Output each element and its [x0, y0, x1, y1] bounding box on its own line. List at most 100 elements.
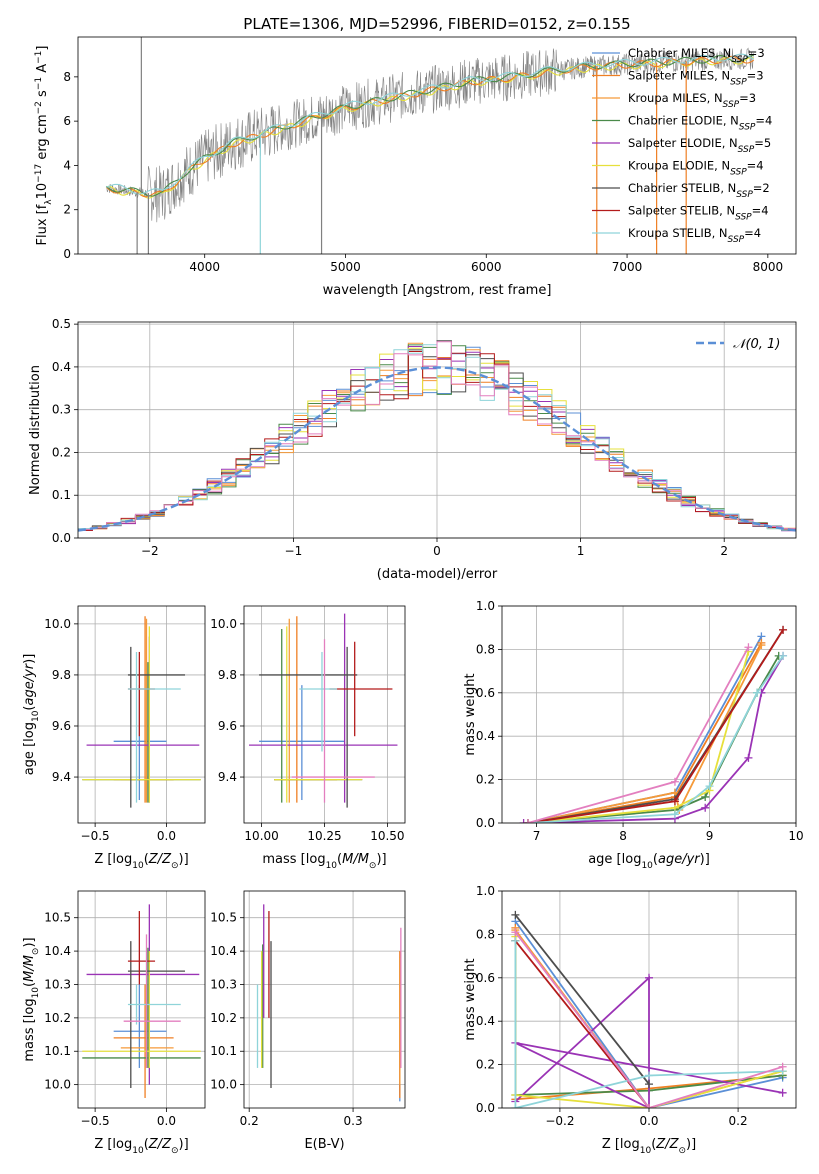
model-spectrum-line: [105, 55, 755, 198]
y-tick-label: 10.1: [210, 1044, 237, 1058]
mass-weight-marker: [670, 777, 679, 786]
y-tick-label: 0.0: [476, 1101, 495, 1115]
mass-weight-line: [514, 975, 783, 1108]
mass-weight-marker: [511, 910, 520, 919]
mass-weight-line: [514, 920, 783, 1108]
y-tick-label: 0.2: [476, 1058, 495, 1072]
legend-entry: Kroupa ELODIE, NSSP=4: [628, 159, 764, 178]
y-tick-label: 10.0: [44, 617, 71, 631]
mass-weight-marker: [523, 819, 532, 823]
legend-entry: Chabrier STELIB, NSSP=2: [628, 181, 770, 200]
x-tick-label: 5000: [330, 260, 361, 274]
axes-frame: [77, 321, 797, 539]
y-tick-label: 0.3: [52, 403, 71, 417]
axes-3: 10.00 10.25 10.50 9.4 9.6 9.8 10.0 mass [log10(…: [210, 605, 406, 871]
y-tick-label: 0.5: [52, 317, 71, 331]
y-tick-label: 0: [63, 247, 71, 261]
mass-weight-marker: [778, 1088, 787, 1097]
x-tick-label: 0.2: [240, 1114, 259, 1128]
mass-weight-marker: [511, 1104, 520, 1108]
x-tick-label: 1: [577, 544, 585, 558]
y-tick-label: 1.0: [476, 884, 495, 898]
y-axis-label: mass weight: [463, 958, 478, 1040]
legend-entry: Kroupa STELIB, NSSP=4: [628, 226, 761, 245]
y-tick-label: 0.4: [52, 360, 71, 374]
axes-5: −0.5 0.0 10.0 10.1 10.2 10.3 10.4 10.5 Z [log10(…: [22, 890, 206, 1156]
axes-4: 7 8 9 10 0.0 0.2 0.4 0.6 0.8 1.0 age [log10(age/yr…: [463, 599, 804, 871]
data-spectrum-line: [105, 47, 755, 223]
y-tick-label: 9.4: [52, 770, 71, 784]
y-tick-label: 2: [63, 203, 71, 217]
mass-weight-marker: [701, 803, 710, 812]
y-tick-label: 10.2: [44, 1011, 71, 1025]
mass-weight-line: [514, 940, 783, 1108]
figure-title: PLATE=1306, MJD=52996, FIBERID=0152, z=0…: [243, 15, 630, 33]
axes-frame: [77, 605, 206, 824]
y-tick-label: 10.4: [210, 944, 237, 958]
axes-frame: [243, 605, 406, 824]
x-tick-label: 0.2: [729, 1114, 748, 1128]
mass-weight-marker: [645, 973, 653, 982]
y-tick-label: 6: [63, 114, 71, 128]
y-tick-label: 9.6: [218, 719, 237, 733]
x-tick-label: 2: [720, 544, 728, 558]
y-tick-label: 0.4: [476, 1014, 495, 1028]
y-tick-label: 1.0: [476, 599, 495, 613]
y-axis-label: Flux [fλ10−17 erg cm−2 s−1 A−1]: [34, 46, 54, 246]
legend-entry: Salpeter MILES, NSSP=3: [628, 69, 764, 88]
mass-weight-marker: [645, 1071, 653, 1080]
x-tick-label: 0.0: [157, 1114, 176, 1128]
y-tick-label: 9.4: [218, 770, 237, 784]
gaussian-reference-line: [78, 366, 796, 532]
y-tick-label: 9.8: [218, 668, 237, 682]
x-axis-label: wavelength [Angstrom, rest frame]: [323, 283, 552, 298]
x-tick-label: 10: [788, 829, 803, 843]
axes-7: −0.2 0.0 0.2 0.0 0.2 0.4 0.6 0.8 1.0 Z [log10(Z/Z…: [463, 884, 797, 1156]
y-tick-label: 8: [63, 70, 71, 84]
y-tick-label: 10.0: [210, 1078, 237, 1092]
x-tick-label: 10.50: [370, 829, 404, 843]
x-tick-label: 7000: [612, 260, 643, 274]
y-tick-label: 0.6: [476, 971, 495, 985]
y-tick-label: 4: [63, 158, 71, 172]
y-tick-label: 0.8: [476, 642, 495, 656]
y-tick-label: 10.0: [210, 617, 237, 631]
y-tick-label: 0.2: [476, 773, 495, 787]
mass-weight-line: [523, 655, 784, 823]
mass-weight-marker: [701, 792, 710, 801]
mass-weight-marker: [670, 810, 679, 819]
y-tick-label: 0.1: [52, 488, 71, 502]
y-tick-label: 10.5: [44, 911, 71, 925]
x-tick-label: 8000: [753, 260, 784, 274]
mass-weight-marker: [779, 625, 788, 634]
y-axis-label: Normed distribution: [28, 365, 43, 495]
y-axis-label: age [log10(age/yr)]: [22, 654, 41, 776]
x-axis-label: E(B-V): [304, 1137, 344, 1152]
y-axis-label: mass [log10(M/M⊙)]: [22, 937, 41, 1061]
mass-weight-line: [527, 629, 784, 823]
y-tick-label: 10.3: [210, 977, 237, 991]
mass-weight-marker: [753, 688, 762, 697]
y-tick-label: 0.6: [476, 686, 495, 700]
x-tick-label: −2: [141, 544, 159, 558]
mass-weight-line: [527, 655, 784, 823]
x-tick-label: −0.5: [81, 1114, 110, 1128]
mass-weight-marker: [519, 819, 528, 823]
y-axis-label: mass weight: [463, 673, 478, 755]
mass-weight-marker: [645, 1104, 653, 1108]
y-tick-label: 9.6: [52, 719, 71, 733]
x-axis-label: Z [log10(Z/Z⊙)]: [602, 1137, 696, 1156]
legend-entry: 𝒩(0, 1): [733, 337, 780, 352]
x-tick-label: 0.3: [344, 1114, 363, 1128]
y-tick-label: 10.5: [210, 911, 237, 925]
axes-0: 4000 5000 6000 7000 8000 0 2 4 6 8 wavelength [Ang…: [34, 36, 797, 298]
x-axis-label: Z [log10(Z/Z⊙)]: [94, 852, 188, 871]
legend-entry: Chabrier ELODIE, NSSP=4: [628, 114, 772, 133]
y-tick-label: 0.8: [476, 927, 495, 941]
x-tick-label: 8: [619, 829, 627, 843]
legend-entry: Salpeter ELODIE, NSSP=5: [628, 136, 771, 155]
axes-2: −0.5 0.0 9.4 9.6 9.8 10.0 Z [log10(Z/Z⊙)] age […: [22, 605, 206, 871]
x-axis-label: (data-model)/error: [377, 567, 498, 582]
mass-weight-marker: [645, 1080, 653, 1089]
